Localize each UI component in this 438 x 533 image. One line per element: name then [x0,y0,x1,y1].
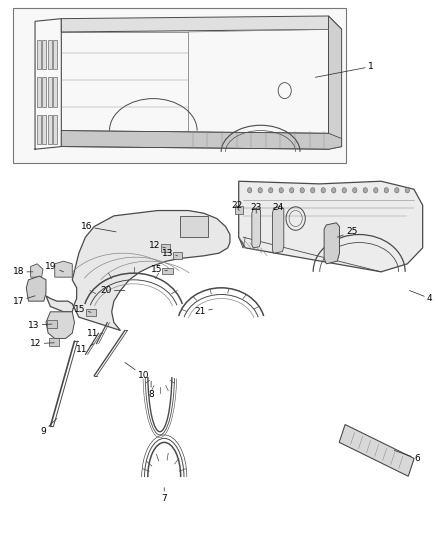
Bar [48,77,52,107]
Text: 12: 12 [148,241,166,249]
Text: 24: 24 [272,204,284,212]
Circle shape [342,188,346,193]
Bar [42,77,46,107]
Bar [37,77,41,107]
Text: 12: 12 [30,340,54,348]
Polygon shape [239,181,423,272]
Text: 15: 15 [151,265,167,273]
Text: 4: 4 [410,290,433,303]
Bar [48,115,52,144]
Bar [13,8,346,163]
Bar [42,115,46,144]
Circle shape [374,188,378,193]
Text: 6: 6 [394,450,420,463]
Bar [173,252,182,259]
Polygon shape [31,264,43,277]
Bar [53,77,57,107]
Circle shape [268,188,273,193]
Polygon shape [252,208,261,248]
Bar [235,206,243,214]
Bar [180,216,208,237]
Polygon shape [55,261,72,277]
Bar [86,309,96,316]
Text: 8: 8 [148,381,154,399]
Circle shape [300,188,304,193]
Text: 19: 19 [46,262,64,272]
Text: 11: 11 [87,329,103,337]
Bar [48,40,52,69]
Polygon shape [61,16,342,32]
Circle shape [384,188,389,193]
Bar [53,115,57,144]
Text: 1: 1 [315,62,374,77]
Bar [161,244,170,252]
Text: 25: 25 [337,228,357,237]
Circle shape [363,188,367,193]
Bar [47,320,57,328]
Text: 23: 23 [251,204,262,213]
Bar [162,268,173,274]
Polygon shape [272,206,284,253]
Text: 7: 7 [161,488,167,503]
Polygon shape [46,211,230,330]
Text: 9: 9 [40,418,57,436]
Bar [53,40,57,69]
Text: 13: 13 [162,249,177,257]
Polygon shape [324,223,339,264]
Bar [37,115,41,144]
Circle shape [332,188,336,193]
Text: 17: 17 [13,296,35,305]
Circle shape [290,188,294,193]
Text: 13: 13 [28,321,52,329]
Circle shape [353,188,357,193]
Circle shape [279,188,283,193]
Polygon shape [328,16,342,149]
Polygon shape [339,424,414,477]
Bar [42,40,46,69]
Circle shape [321,188,325,193]
Text: 18: 18 [13,268,33,276]
Circle shape [311,188,315,193]
Circle shape [395,188,399,193]
Text: 20: 20 [100,286,125,295]
Bar [37,40,41,69]
Polygon shape [61,131,342,149]
Text: 10: 10 [125,362,149,380]
Bar [49,338,59,346]
Text: 21: 21 [194,308,212,316]
Circle shape [405,188,410,193]
Circle shape [258,188,262,193]
Text: 11: 11 [76,344,94,353]
Text: 15: 15 [74,305,91,313]
Text: 22: 22 [231,201,242,211]
Circle shape [247,188,252,193]
Polygon shape [46,312,74,338]
Text: 16: 16 [81,222,116,232]
Polygon shape [26,276,46,301]
